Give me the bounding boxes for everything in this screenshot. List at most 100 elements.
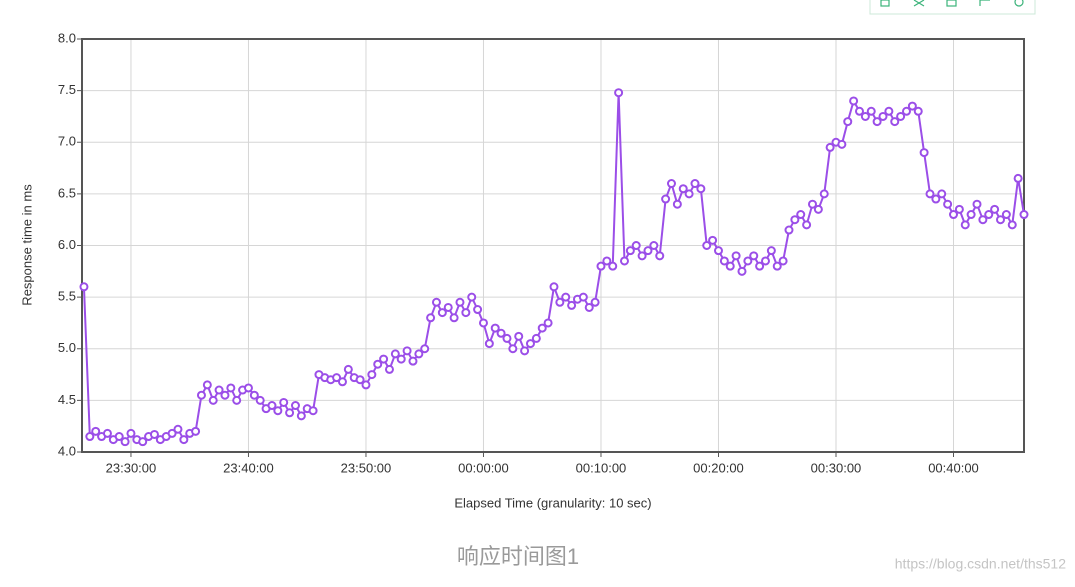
data-point	[478, 318, 488, 328]
toolbar-box	[869, 0, 1036, 15]
data-point	[1007, 220, 1017, 230]
data-point	[437, 308, 447, 318]
data-point	[531, 333, 541, 343]
data-point	[960, 220, 970, 230]
data-point	[355, 375, 365, 385]
data-point	[760, 256, 770, 266]
data-point	[120, 437, 130, 447]
x-tick-label: 23:50:00	[341, 460, 392, 475]
data-point	[866, 106, 876, 116]
data-point	[337, 377, 347, 387]
data-point	[849, 96, 859, 106]
data-point	[990, 204, 1000, 214]
x-tick-label: 23:30:00	[106, 460, 157, 475]
data-point	[813, 204, 823, 214]
data-point	[114, 432, 124, 442]
data-point	[925, 189, 935, 199]
tool-icon[interactable]	[880, 0, 890, 7]
data-point	[408, 356, 418, 366]
data-point	[149, 429, 159, 439]
y-tick-label: 5.5	[58, 289, 76, 304]
data-point	[907, 101, 917, 111]
data-point	[561, 292, 571, 302]
data-point	[549, 282, 559, 292]
data-point	[943, 199, 953, 209]
data-point	[520, 346, 530, 356]
data-point	[578, 292, 588, 302]
data-point	[731, 251, 741, 261]
data-point	[602, 256, 612, 266]
y-tick-label: 6.0	[58, 237, 76, 252]
tool-icon[interactable]	[913, 0, 925, 7]
data-point	[737, 266, 747, 276]
data-point	[255, 395, 265, 405]
data-point	[790, 215, 800, 225]
data-point	[972, 199, 982, 209]
data-point	[290, 401, 300, 411]
data-point	[672, 199, 682, 209]
data-point	[778, 256, 788, 266]
data-point	[1019, 210, 1029, 220]
data-point	[878, 111, 888, 121]
data-point	[608, 261, 618, 271]
data-point	[948, 210, 958, 220]
data-point	[796, 210, 806, 220]
data-point	[614, 88, 624, 98]
tool-icon[interactable]	[1014, 0, 1024, 7]
x-tick-label: 23:40:00	[223, 460, 274, 475]
data-point	[249, 390, 259, 400]
data-point	[208, 395, 218, 405]
data-point	[402, 346, 412, 356]
data-point	[696, 184, 706, 194]
data-point	[678, 184, 688, 194]
data-point	[937, 189, 947, 199]
data-point	[655, 251, 665, 261]
data-point	[414, 349, 424, 359]
data-point	[361, 380, 371, 390]
data-point	[279, 397, 289, 407]
data-point	[343, 364, 353, 374]
x-axis-label: Elapsed Time (granularity: 10 sec)	[454, 495, 651, 510]
y-tick-label: 4.5	[58, 392, 76, 407]
data-point	[854, 106, 864, 116]
data-point	[484, 339, 494, 349]
data-point	[919, 148, 929, 158]
data-point	[713, 246, 723, 256]
tool-icon[interactable]	[946, 0, 957, 7]
data-point	[619, 256, 629, 266]
data-point	[666, 179, 676, 189]
data-point	[273, 406, 283, 416]
data-point	[496, 328, 506, 338]
data-point	[308, 406, 318, 416]
tool-icon[interactable]	[979, 0, 990, 6]
data-point	[502, 333, 512, 343]
data-point	[390, 349, 400, 359]
x-tick-label: 00:30:00	[811, 460, 862, 475]
data-point	[966, 210, 976, 220]
watermark: https://blog.csdn.net/ths512	[895, 556, 1066, 572]
toolbar	[869, 0, 1036, 15]
y-tick-label: 4.0	[58, 443, 76, 458]
y-tick-label: 7.0	[58, 134, 76, 149]
data-point	[461, 308, 471, 318]
data-point	[138, 437, 148, 447]
x-tick-label: 00:10:00	[576, 460, 627, 475]
data-point	[984, 210, 994, 220]
data-point	[226, 383, 236, 393]
data-point	[719, 256, 729, 266]
data-point	[79, 282, 89, 292]
data-point	[102, 428, 112, 438]
data-point	[543, 318, 553, 328]
data-point	[637, 251, 647, 261]
data-point	[243, 383, 253, 393]
x-tick-label: 00:40:00	[928, 460, 979, 475]
data-point	[884, 106, 894, 116]
y-tick-label: 8.0	[58, 30, 76, 45]
data-point	[631, 241, 641, 250]
data-point	[590, 297, 600, 307]
data-point	[514, 331, 524, 341]
data-point	[567, 300, 577, 310]
data-point	[285, 408, 295, 418]
data-point	[379, 354, 389, 364]
